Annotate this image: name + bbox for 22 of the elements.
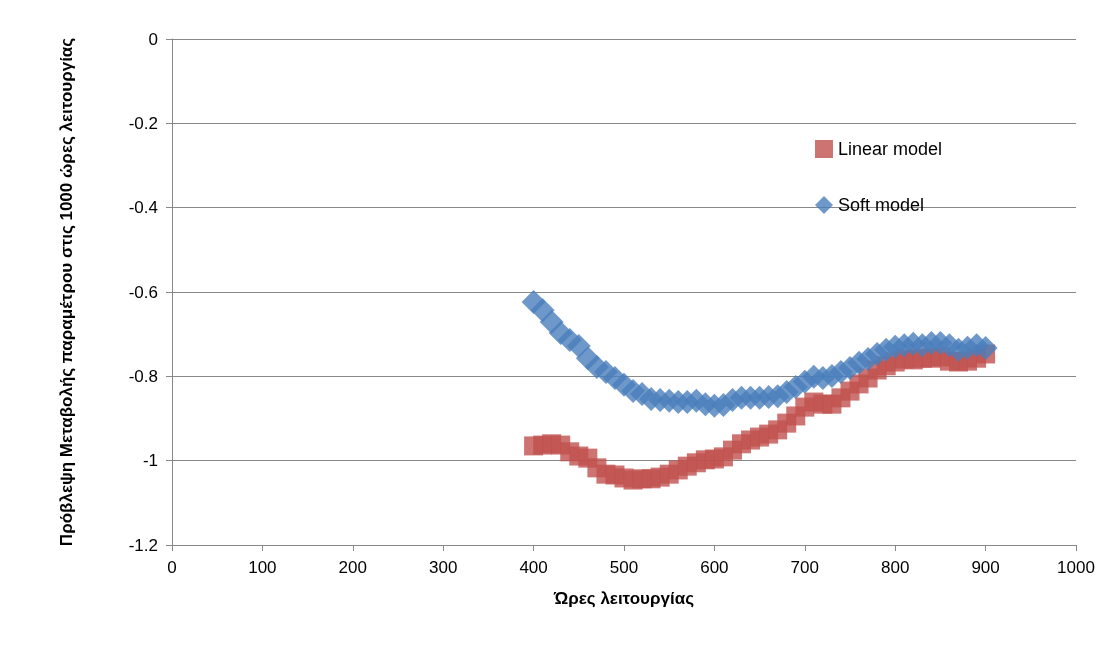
x-tick-label: 500 bbox=[609, 558, 639, 577]
x-tick-label: 200 bbox=[338, 558, 367, 577]
x-tick-label: 900 bbox=[971, 558, 1000, 577]
legend-label: Soft model bbox=[838, 195, 925, 215]
y-tick-label: -0.2 bbox=[128, 113, 158, 133]
x-tick-label: 600 bbox=[700, 558, 729, 577]
x-tick-label: 400 bbox=[519, 558, 548, 577]
y-axis-title: Πρόβλεψη Μεταβολής παραμέτρου στις 1000 ώρες λειτουργίας bbox=[56, 37, 76, 547]
y-tick-label: -0.8 bbox=[128, 366, 158, 386]
legend-label: Linear model bbox=[838, 139, 943, 159]
x-tick-label: 0 bbox=[167, 558, 177, 577]
y-tick-label: -0.4 bbox=[128, 198, 158, 218]
y-tick-label: 0 bbox=[148, 29, 158, 49]
y-tick-label: -0.6 bbox=[128, 282, 158, 302]
y-tick-label: -1.2 bbox=[128, 535, 158, 555]
x-axis-title: Ώρες λειτουργίας bbox=[552, 589, 695, 608]
y-tick-label: -1 bbox=[142, 451, 158, 471]
x-tick-label: 100 bbox=[248, 558, 277, 577]
x-tick-label: 800 bbox=[881, 558, 910, 577]
x-tick-label: 1000 bbox=[1057, 558, 1095, 577]
x-tick-label: 700 bbox=[790, 558, 819, 577]
x-tick-label: 300 bbox=[429, 558, 458, 577]
